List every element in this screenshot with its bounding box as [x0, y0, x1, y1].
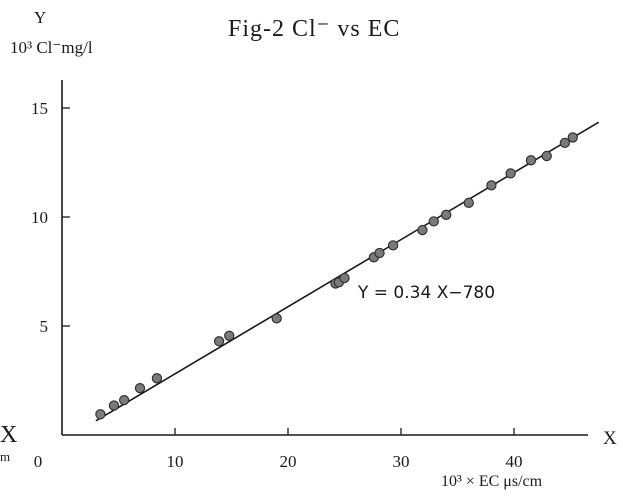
regression-line [95, 121, 600, 422]
x-tick-label: 40 [506, 452, 523, 471]
data-point [387, 240, 399, 251]
fit-line-layer [95, 121, 600, 422]
data-point [108, 400, 120, 411]
data-point [441, 209, 452, 220]
data-point [119, 394, 130, 406]
data-point [428, 216, 439, 227]
x-tick-label: 20 [280, 452, 297, 471]
y-tick-label: 5 [40, 317, 49, 336]
chart-title: Fig-2 Cl⁻ vs EC [228, 16, 401, 42]
axes-layer [61, 80, 588, 436]
data-point [224, 330, 235, 341]
data-point [567, 132, 578, 143]
x-axis-label: 10³ × EC μs/cm [441, 473, 543, 490]
y-tick-label: 15 [31, 99, 48, 118]
regression-equation: Y = 0.34 X−780 [358, 283, 496, 303]
data-point [95, 409, 106, 420]
x-axis-letter: X [603, 428, 617, 449]
data-point [339, 272, 350, 284]
data-point [525, 155, 537, 166]
x-tick-label: 10 [167, 452, 184, 471]
y-tick-label: 10 [31, 208, 48, 227]
y-axis-letter: Y [34, 8, 47, 27]
points-layer [95, 132, 578, 420]
x-unit-fragment: m [0, 449, 11, 464]
data-point [559, 137, 570, 149]
x-tick-label: 30 [393, 452, 410, 471]
x-axis-letter-left-fragment: X [0, 422, 18, 448]
x-tick-label: 0 [34, 452, 43, 471]
data-point [213, 336, 225, 347]
data-point [486, 180, 497, 191]
data-point [417, 224, 428, 236]
data-point [463, 197, 474, 208]
y-axis-label: 10³ Cl⁻mg/l [10, 38, 93, 57]
data-point [151, 373, 163, 384]
tick-label-layer: 0 10 20 30 40 5 10 15 [31, 99, 523, 471]
data-point [134, 382, 146, 394]
data-point [374, 247, 385, 259]
data-point [271, 313, 282, 324]
data-point [541, 150, 552, 162]
data-point [505, 168, 516, 179]
